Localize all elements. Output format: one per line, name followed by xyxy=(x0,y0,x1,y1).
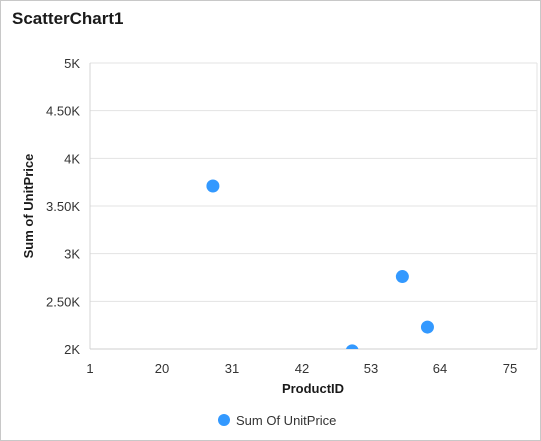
x-tick-label: 1 xyxy=(86,361,93,376)
data-point[interactable] xyxy=(420,320,434,334)
x-tick-label: 42 xyxy=(295,361,309,376)
x-tick-label: 20 xyxy=(155,361,169,376)
x-tick-label: 31 xyxy=(225,361,239,376)
legend-label: Sum Of UnitPrice xyxy=(236,413,336,428)
y-tick-label: 4.50K xyxy=(46,104,80,119)
x-axis-ticks: 1 20 31 42 53 64 75 xyxy=(86,361,517,376)
y-tick-label: 5K xyxy=(64,56,80,71)
data-point[interactable] xyxy=(206,179,220,193)
data-point[interactable] xyxy=(395,270,409,284)
x-tick-label: 75 xyxy=(503,361,517,376)
x-axis-title: ProductID xyxy=(282,381,344,396)
data-point[interactable] xyxy=(345,344,359,357)
grid-lines xyxy=(89,62,538,350)
chart-title: ScatterChart1 xyxy=(12,9,124,28)
y-tick-label: 2K xyxy=(64,342,80,357)
y-tick-label: 2.50K xyxy=(46,294,80,309)
y-tick-label: 4K xyxy=(64,151,80,166)
y-axis-ticks: 2K 2.50K 3K 3.50K 4K 4.50K 5K xyxy=(46,56,80,357)
legend-marker xyxy=(218,414,230,426)
x-tick-label: 53 xyxy=(364,361,378,376)
y-tick-label: 3.50K xyxy=(46,199,80,214)
x-tick-label: 64 xyxy=(433,361,447,376)
data-points xyxy=(206,179,434,357)
y-tick-label: 3K xyxy=(64,247,80,262)
legend[interactable]: Sum Of UnitPrice xyxy=(218,413,336,428)
y-axis-title: Sum of UnitPrice xyxy=(21,154,36,259)
